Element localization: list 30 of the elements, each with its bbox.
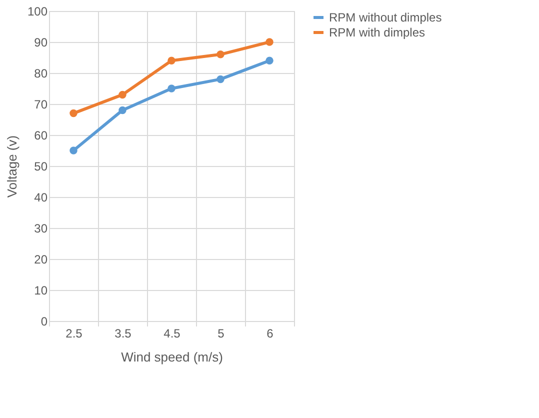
x-tick-label: 6 [266,326,274,340]
x-tick-label: 5 [218,326,225,340]
y-tick-label: 100 [27,4,48,18]
y-tick-label: 20 [34,252,48,266]
y-tick-label: 80 [34,66,48,80]
y-tick-label: 70 [34,98,48,112]
legend-label: RPM without dimples [329,10,442,24]
x-tick-label: 4.5 [164,326,181,340]
point [70,146,78,154]
point [168,84,176,92]
legend-label: RPM with dimples [329,26,426,40]
point [118,90,126,99]
point [70,109,78,118]
y-tick-label: 90 [34,36,48,50]
point [168,56,176,64]
point [216,50,224,58]
y-tick-label: 40 [34,190,48,204]
y-tick-label: 0 [40,314,48,328]
x-tick-label: 3.5 [114,326,132,340]
y-axis-title: Voltage (v) [4,135,20,198]
point [216,75,224,84]
x-tick-label: 2.5 [66,326,83,340]
y-tick-label: 30 [34,222,48,236]
x-axis-title: Wind speed (m/s) [121,350,223,364]
y-tick-label: 60 [34,128,48,142]
point [266,56,274,64]
point [118,106,126,114]
point [266,38,274,46]
y-tick-label: 50 [34,160,48,174]
y-tick-label: 10 [34,284,48,298]
